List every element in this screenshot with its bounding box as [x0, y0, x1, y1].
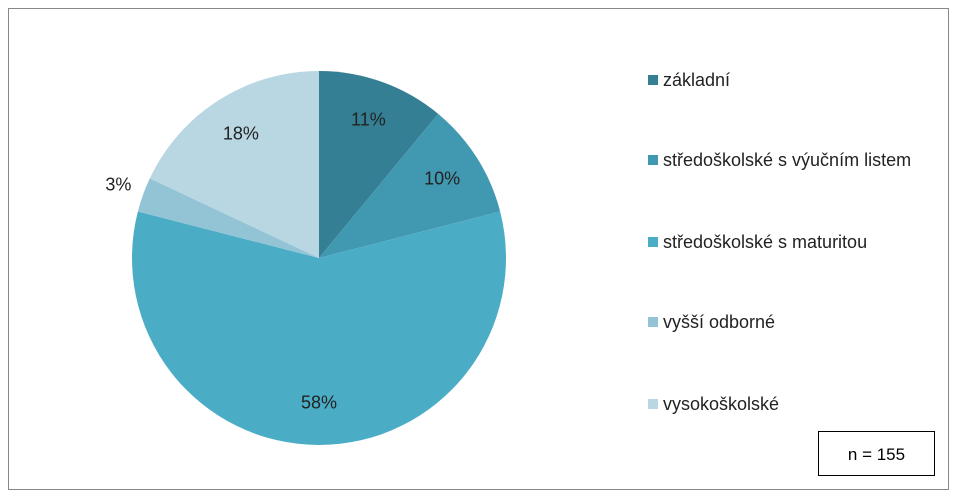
legend-swatch [648, 399, 658, 409]
data-label: 18% [223, 124, 259, 144]
legend-swatch [648, 237, 658, 247]
data-label: 58% [301, 393, 337, 413]
legend-swatch [648, 75, 658, 85]
legend-item: středoškolské s maturitou [648, 227, 948, 257]
data-label: 11% [351, 110, 386, 130]
pie-slice [319, 71, 439, 258]
legend-label: vyšší odborné [663, 312, 776, 332]
legend-item: základní [648, 65, 948, 95]
legend-label: středoškolské s maturitou [663, 232, 868, 252]
legend-label: středoškolské s výučním listem [663, 150, 912, 170]
pie-slice [149, 71, 319, 258]
pie-slice [137, 178, 319, 258]
pie-slice [131, 211, 506, 445]
legend-label: základní [663, 70, 731, 90]
legend-item: středoškolské s výučním listem [648, 145, 948, 175]
chart-border [8, 8, 949, 490]
data-label: 10% [424, 169, 460, 189]
annotation: n = 155 [818, 431, 935, 476]
legend-swatch [648, 317, 658, 327]
legend-label: vysokoškolské [663, 394, 780, 414]
legend-item: vyšší odborné [648, 307, 948, 337]
data-label: 3% [105, 175, 131, 195]
legend-swatch [648, 155, 658, 165]
legend-item: vysokoškolské [648, 389, 948, 419]
pie-slice [319, 113, 501, 258]
